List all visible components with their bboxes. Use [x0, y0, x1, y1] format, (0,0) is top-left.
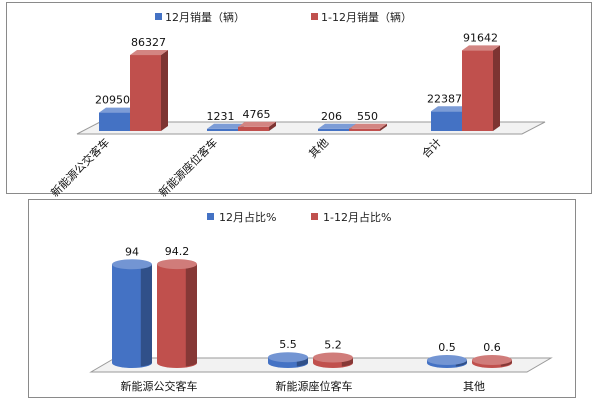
cylinder-2-1 [157, 259, 197, 368]
value-label-1-1: 94 [125, 245, 139, 258]
value-label-2-3: 0.6 [483, 341, 501, 354]
cylinder-shade [185, 264, 197, 367]
category-label-4: 合计 [419, 135, 444, 160]
cylinder-1-1 [112, 259, 152, 368]
value-label-2-3: 550 [357, 110, 378, 123]
bar-front [207, 128, 238, 131]
cylinder-top [112, 259, 152, 270]
bar-front [349, 128, 380, 131]
category-label-2: 新能源座位客车 [276, 379, 353, 393]
bar-top [462, 45, 500, 51]
category-label-2: 新能源座位客车 [156, 135, 220, 199]
cylinder-2-3 [472, 355, 512, 368]
cylinder-top [268, 352, 308, 363]
category-label-1: 新能源公交客车 [48, 135, 112, 199]
legend-swatch-1 [207, 213, 214, 220]
bar-2-4 [462, 45, 500, 131]
value-label-1-2: 5.5 [279, 338, 297, 351]
value-label-2-2: 4765 [243, 108, 271, 121]
category-label-3: 其他 [306, 136, 331, 161]
value-label-1-2: 1231 [207, 110, 235, 123]
bar-side [493, 45, 500, 131]
value-label-2-1: 94.2 [165, 245, 190, 258]
bar-top [238, 121, 276, 127]
bar-2-2 [238, 121, 276, 131]
legend-label-1: 12月占比% [219, 210, 276, 224]
legend-label-2: 1-12月占比% [323, 210, 391, 224]
value-label-1-1: 20950 [95, 94, 130, 107]
bar-side [380, 123, 387, 131]
cylinder-shade [140, 264, 152, 367]
cylinder-top [472, 355, 512, 365]
cylinder-1-3 [427, 355, 467, 368]
bar-top [349, 123, 387, 129]
bar-side [161, 50, 168, 131]
cylinder-top [427, 355, 467, 365]
legend-label-1: 12月销量（辆） [165, 10, 245, 24]
value-label-1-4: 22387 [427, 92, 462, 105]
value-label-2-2: 5.2 [324, 339, 342, 352]
bar-2-3 [349, 123, 387, 131]
bar-front [318, 128, 349, 131]
category-label-1: 新能源公交客车 [121, 379, 198, 393]
bar-front [99, 112, 130, 131]
bar-top [207, 123, 245, 129]
bar-top [99, 107, 137, 113]
cylinder-1-2 [268, 352, 308, 368]
cylinder-top [157, 259, 197, 270]
legend-swatch-2 [311, 13, 318, 20]
value-label-2-4: 91642 [463, 31, 498, 44]
value-label-2-1: 86327 [131, 36, 166, 49]
bar-top [431, 106, 469, 112]
legend-label-2: 1-12月销量（辆） [321, 10, 412, 24]
category-label-3: 其他 [463, 380, 485, 393]
legend-swatch-1 [155, 13, 162, 20]
value-label-1-3: 0.5 [438, 341, 456, 354]
bar-top [130, 50, 168, 56]
share-percent-chart-panel: 12月占比% 1-12月占比% 94 5.5 0.5 94.2 5.2 0.6 新能源公交客车 新… [28, 199, 576, 398]
bar-side [269, 121, 276, 131]
bar-top [318, 123, 356, 129]
value-label-1-3: 206 [321, 110, 342, 123]
legend-swatch-2 [311, 213, 318, 220]
bar-front [130, 55, 161, 131]
sales-volume-chart: 12月销量（辆） 1-12月销量（辆） 20950 1231 206 22387 86327… [48, 10, 546, 200]
bar-front [238, 126, 269, 131]
bar-2-1 [130, 50, 168, 131]
cylinder-top [313, 352, 353, 363]
cylinder-2-2 [313, 352, 353, 368]
sales-volume-chart-panel: 12月销量（辆） 1-12月销量（辆） 20950 1231 206 22387 86327… [6, 2, 592, 200]
bar-front [431, 111, 462, 131]
chart-floor [76, 121, 546, 135]
bar-front [462, 50, 493, 131]
share-percent-chart: 12月占比% 1-12月占比% 94 5.5 0.5 94.2 5.2 0.6 新能源公交客车 新… [89, 210, 553, 393]
